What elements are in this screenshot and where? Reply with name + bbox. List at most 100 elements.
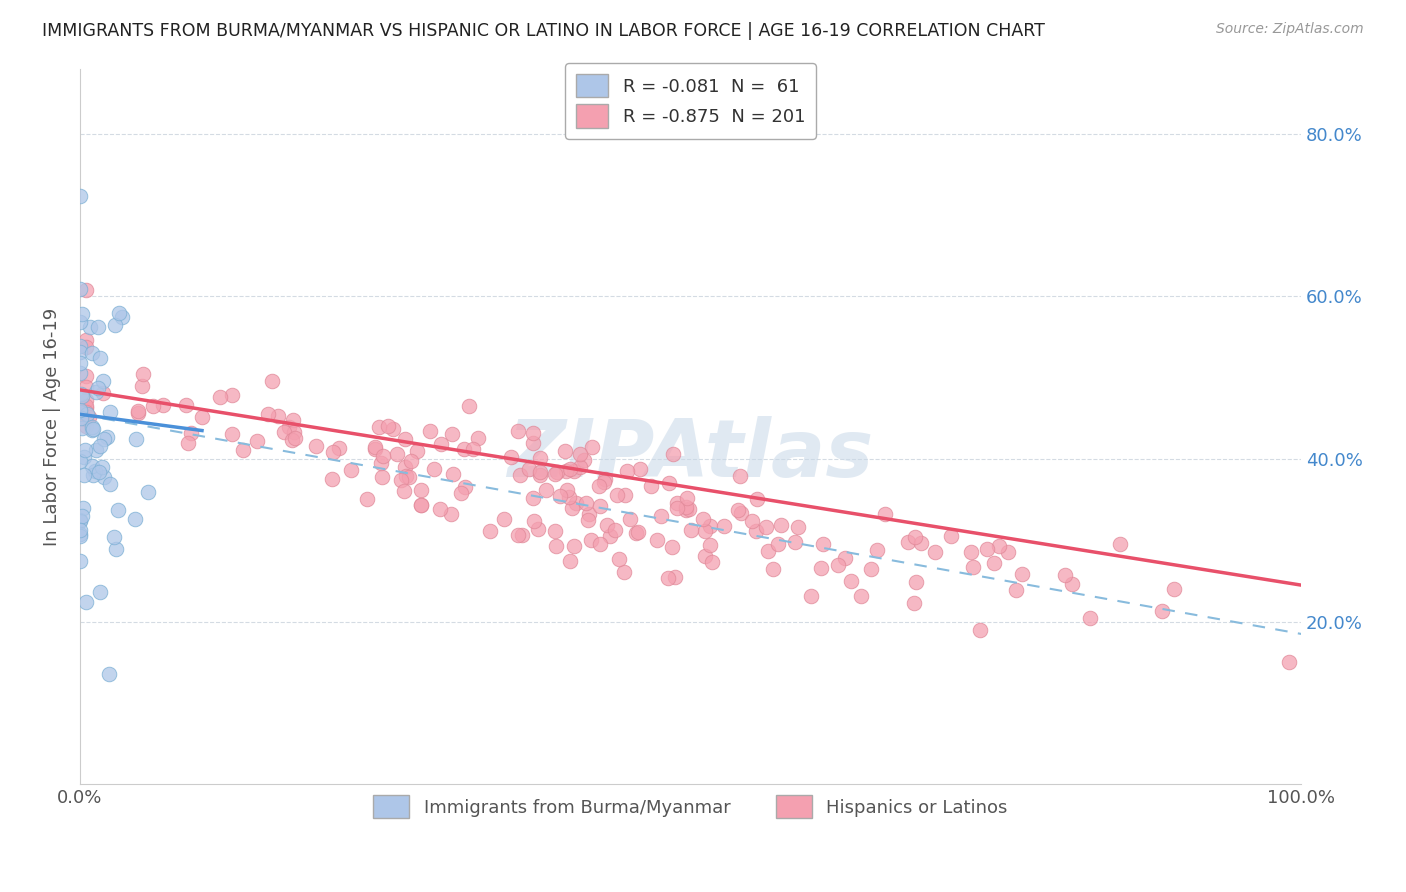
Point: [89, 585, 111, 599]
Point: [924, 545, 946, 559]
Point: [860, 562, 883, 576]
Point: [592, 475, 614, 490]
Point: [385, 447, 408, 461]
Point: [645, 533, 668, 547]
Point: [70, 411, 93, 425]
Point: [75, 369, 97, 384]
Point: [419, 425, 441, 439]
Point: [517, 462, 540, 476]
Point: [356, 491, 378, 506]
Point: [89, 439, 111, 453]
Point: [89, 351, 111, 365]
Point: [827, 558, 849, 572]
Point: [676, 491, 699, 505]
Point: [176, 399, 198, 413]
Point: [69, 188, 91, 202]
Point: [589, 499, 612, 513]
Point: [529, 465, 551, 479]
Point: [132, 367, 155, 381]
Point: [897, 535, 920, 549]
Point: [787, 520, 810, 534]
Point: [619, 512, 641, 526]
Point: [581, 440, 603, 454]
Point: [80, 419, 103, 434]
Point: [363, 442, 385, 456]
Point: [91, 374, 114, 388]
Point: [904, 530, 927, 544]
Point: [606, 488, 628, 502]
Point: [664, 570, 686, 584]
Point: [79, 409, 101, 424]
Point: [377, 419, 399, 434]
Point: [569, 447, 592, 461]
Point: [562, 539, 585, 553]
Point: [328, 442, 350, 456]
Point: [616, 464, 638, 478]
Point: [755, 520, 778, 534]
Point: [834, 551, 856, 566]
Point: [429, 436, 451, 450]
Point: [1109, 537, 1132, 551]
Point: [80, 459, 103, 474]
Point: [262, 375, 284, 389]
Point: [596, 517, 619, 532]
Point: [960, 545, 983, 559]
Point: [127, 404, 149, 418]
Point: [267, 409, 290, 423]
Point: [152, 398, 174, 412]
Point: [394, 432, 416, 446]
Point: [91, 386, 114, 401]
Point: [478, 524, 501, 539]
Point: [988, 539, 1011, 553]
Point: [588, 479, 610, 493]
Point: [75, 341, 97, 355]
Point: [875, 507, 897, 521]
Point: [613, 565, 636, 579]
Point: [783, 535, 806, 549]
Point: [73, 450, 96, 464]
Point: [69, 282, 91, 296]
Point: [305, 439, 328, 453]
Point: [429, 501, 451, 516]
Point: [522, 425, 544, 440]
Point: [675, 503, 697, 517]
Point: [728, 468, 751, 483]
Point: [522, 435, 544, 450]
Point: [69, 405, 91, 419]
Point: [506, 424, 529, 438]
Point: [1005, 583, 1028, 598]
Point: [1011, 566, 1033, 581]
Point: [603, 523, 626, 537]
Point: [83, 464, 105, 478]
Point: [544, 524, 567, 539]
Point: [969, 623, 991, 637]
Point: [221, 388, 243, 402]
Point: [593, 472, 616, 486]
Point: [529, 450, 551, 465]
Point: [744, 524, 766, 538]
Point: [1278, 656, 1301, 670]
Point: [256, 408, 278, 422]
Point: [208, 391, 231, 405]
Point: [650, 509, 672, 524]
Point: [70, 387, 93, 401]
Point: [813, 537, 835, 551]
Point: [561, 501, 583, 516]
Point: [550, 489, 572, 503]
Point: [558, 462, 581, 476]
Point: [506, 528, 529, 542]
Point: [142, 399, 165, 413]
Point: [730, 506, 752, 520]
Point: [177, 436, 200, 450]
Point: [558, 490, 581, 504]
Point: [554, 443, 576, 458]
Point: [107, 503, 129, 517]
Point: [70, 307, 93, 321]
Point: [939, 529, 962, 543]
Point: [246, 434, 269, 449]
Point: [576, 513, 599, 527]
Point: [370, 456, 392, 470]
Point: [69, 514, 91, 528]
Point: [82, 467, 104, 482]
Point: [983, 557, 1005, 571]
